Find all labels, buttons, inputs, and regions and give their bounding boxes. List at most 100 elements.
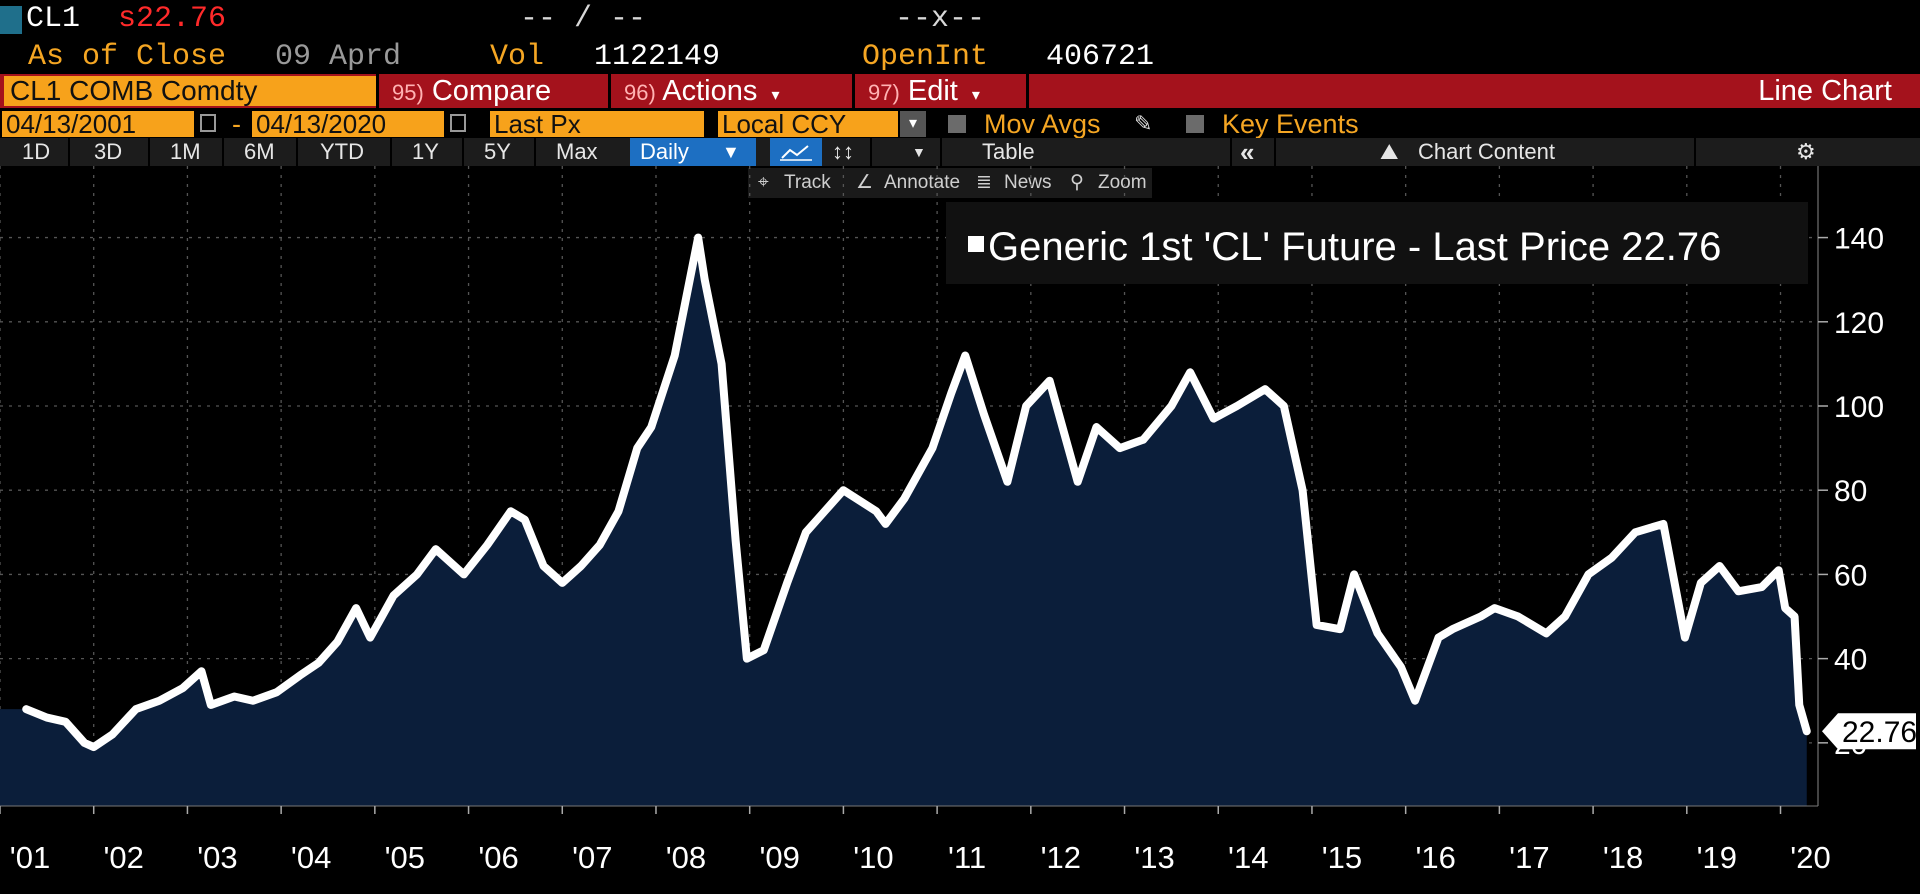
period-1y[interactable]: 1Y <box>412 139 439 164</box>
last-price-tag-label: 22.76 <box>1842 716 1917 749</box>
end-date-field[interactable]: 04/13/2020 <box>252 111 444 137</box>
chart-content-icon[interactable]: ⛰ <box>1380 139 1399 164</box>
pencil-icon: ∠ <box>856 172 874 193</box>
change-placeholder: -- / -- <box>520 2 647 36</box>
x-tick-label: '07 <box>572 840 612 875</box>
period-6m[interactable]: 6M <box>244 139 275 164</box>
last-price-tag: 22.76 <box>1822 713 1917 750</box>
x-axis-ticks: '01 '02 '03 '04 '05 '06 '07 '08 '09 '10 '11 '12 '13 '… <box>0 806 1831 875</box>
currency-selector[interactable]: Local CCY <box>718 111 898 137</box>
compare-button[interactable]: 95) Compare <box>380 74 608 108</box>
x-tick-label: '19 <box>1697 840 1737 875</box>
security-field[interactable]: CL1 COMB Comdty <box>4 76 376 106</box>
chart-type-label[interactable]: Line Chart <box>1758 75 1892 107</box>
x-tick-label: '11 <box>948 840 986 875</box>
news-button[interactable]: News <box>1004 172 1052 193</box>
chevron-down-icon[interactable]: ▼ <box>912 144 926 160</box>
bar-chart-icon[interactable]: ↕↕ <box>832 139 854 164</box>
x-tick-label: '03 <box>197 840 237 875</box>
toolbar-divider <box>1026 74 1029 108</box>
open-interest-label: OpenInt <box>862 40 989 74</box>
calendar-icon[interactable] <box>450 114 466 132</box>
annotate-button[interactable]: Annotate <box>884 172 961 193</box>
x-tick-label: '02 <box>104 840 144 875</box>
chart-tools-strip: ⌖ Track ∠ Annotate ≣ News ⚲ Zoom <box>748 168 1152 198</box>
x-tick-label: '20 <box>1790 840 1830 875</box>
period-5y[interactable]: 5Y <box>484 139 511 164</box>
price-value: 22.76 <box>136 2 227 36</box>
track-button[interactable]: Track <box>784 172 831 193</box>
crosshair-icon: ⌖ <box>758 172 769 193</box>
y-tick-label: 40 <box>1834 644 1867 677</box>
mov-avgs-label: Mov Avgs <box>984 109 1101 139</box>
actions-button[interactable]: 96) Actions ▾ <box>612 74 852 108</box>
toolbar-divider <box>608 74 611 108</box>
collapse-icon[interactable]: « <box>1240 137 1255 167</box>
date-range-separator: - <box>232 109 241 139</box>
chevron-down-icon: ▼ <box>722 142 740 162</box>
period-1m[interactable]: 1M <box>170 139 201 164</box>
price-area <box>0 237 1807 806</box>
edit-label: Edit <box>907 75 958 107</box>
pencil-icon[interactable]: ✎ <box>1134 111 1153 136</box>
as-of-label: As of Close <box>28 40 227 74</box>
x-tick-label: '10 <box>853 840 893 875</box>
open-interest-value: 406721 <box>1046 40 1155 74</box>
x-tick-label: '18 <box>1603 840 1643 875</box>
chevron-down-icon: ▾ <box>771 87 780 104</box>
mov-avgs-checkbox[interactable] <box>948 115 966 133</box>
chevron-down-icon: ▾ <box>971 87 980 104</box>
table-button[interactable]: Table <box>982 139 1035 164</box>
x-tick-label: '15 <box>1322 840 1362 875</box>
line-chart-toggle[interactable] <box>770 138 822 166</box>
x-tick-label: '01 <box>10 840 50 875</box>
frequency-dropdown[interactable]: Daily ▼ <box>630 138 756 166</box>
gear-icon[interactable]: ⚙ <box>1796 139 1816 164</box>
last-price-tag-shape <box>1822 713 1916 750</box>
y-axis-ticks: 20406080100120140 <box>1818 223 1884 761</box>
period-divider <box>462 138 464 166</box>
period-3d[interactable]: 3D <box>94 139 123 164</box>
toolbar-divider <box>376 74 379 108</box>
period-1d[interactable]: 1D <box>22 139 51 164</box>
period-divider <box>1274 138 1276 166</box>
bid-ask-placeholder: --x-- <box>895 2 986 36</box>
price-line <box>22 233 1811 752</box>
search-icon: ⚲ <box>1070 172 1084 193</box>
zoom-button[interactable]: Zoom <box>1098 172 1147 193</box>
actions-label: Actions <box>662 75 758 107</box>
edit-button[interactable]: 97) Edit ▾ <box>856 74 1026 108</box>
price-chart[interactable]: 20406080100120140 '01'02'03'04'05'06'07'… <box>0 166 1920 894</box>
key-events-checkbox[interactable] <box>1186 115 1204 133</box>
y-tick-label: 80 <box>1834 475 1867 508</box>
period-divider <box>940 138 942 166</box>
quote-header: CL1 s22.76 -- / -- --x-- <box>0 0 1920 38</box>
period-divider <box>1694 138 1696 166</box>
compare-label: Compare <box>431 75 552 107</box>
y-tick-label: 60 <box>1834 559 1867 592</box>
ticker-label: CL1 <box>26 2 81 36</box>
period-divider <box>390 138 392 166</box>
x-tick-label: '06 <box>478 840 518 875</box>
chart-content-button[interactable]: Chart Content <box>1418 139 1555 164</box>
start-date-field[interactable]: 04/13/2001 <box>2 111 194 137</box>
last-price: s22.76 <box>118 2 226 36</box>
x-tick-label: '08 <box>666 840 706 875</box>
period-max[interactable]: Max <box>556 139 598 164</box>
period-divider <box>68 138 70 166</box>
chevron-down-icon[interactable]: ▾ <box>900 111 926 137</box>
x-tick-label: '16 <box>1415 840 1455 875</box>
security-color-swatch <box>0 6 22 34</box>
edit-number: 97) <box>868 80 900 105</box>
volume-label: Vol <box>490 40 545 74</box>
calendar-icon[interactable] <box>200 114 216 132</box>
actions-number: 96) <box>624 80 656 105</box>
period-divider <box>1230 138 1232 166</box>
period-ytd[interactable]: YTD <box>320 139 364 164</box>
x-tick-label: '09 <box>759 840 799 875</box>
x-tick-label: '14 <box>1228 840 1268 875</box>
field-selector[interactable]: Last Px <box>490 111 704 137</box>
toolbar-divider <box>852 74 855 108</box>
legend-swatch <box>968 236 984 252</box>
frequency-label: Daily <box>640 139 689 164</box>
